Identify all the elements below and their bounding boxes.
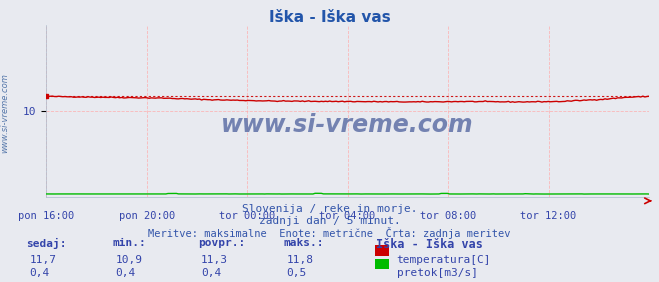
Text: 0,4: 0,4 <box>115 268 136 278</box>
Text: tor 00:00: tor 00:00 <box>219 211 275 221</box>
Text: 11,8: 11,8 <box>287 255 314 265</box>
Text: povpr.:: povpr.: <box>198 238 245 248</box>
Text: 11,3: 11,3 <box>201 255 228 265</box>
Text: www.si-vreme.com: www.si-vreme.com <box>1 73 10 153</box>
Text: Iška - Iška vas: Iška - Iška vas <box>376 238 482 251</box>
Text: temperatura[C]: temperatura[C] <box>397 255 491 265</box>
Text: Slovenija / reke in morje.: Slovenija / reke in morje. <box>242 204 417 214</box>
Text: pon 16:00: pon 16:00 <box>18 211 74 221</box>
Text: 11,7: 11,7 <box>30 255 57 265</box>
Text: Iška - Iška vas: Iška - Iška vas <box>269 10 390 25</box>
Text: tor 08:00: tor 08:00 <box>420 211 476 221</box>
Text: 0,4: 0,4 <box>30 268 50 278</box>
Text: Meritve: maksimalne  Enote: metrične  Črta: zadnja meritev: Meritve: maksimalne Enote: metrične Črta… <box>148 227 511 239</box>
Text: pon 20:00: pon 20:00 <box>119 211 175 221</box>
Text: www.si-vreme.com: www.si-vreme.com <box>221 113 474 137</box>
Text: min.:: min.: <box>112 238 146 248</box>
Text: maks.:: maks.: <box>283 238 324 248</box>
Text: zadnji dan / 5 minut.: zadnji dan / 5 minut. <box>258 216 401 226</box>
Text: tor 12:00: tor 12:00 <box>521 211 577 221</box>
Text: 10,9: 10,9 <box>115 255 142 265</box>
Text: pretok[m3/s]: pretok[m3/s] <box>397 268 478 278</box>
Text: tor 04:00: tor 04:00 <box>320 211 376 221</box>
Text: 0,4: 0,4 <box>201 268 221 278</box>
Text: 0,5: 0,5 <box>287 268 307 278</box>
Text: sedaj:: sedaj: <box>26 238 67 249</box>
